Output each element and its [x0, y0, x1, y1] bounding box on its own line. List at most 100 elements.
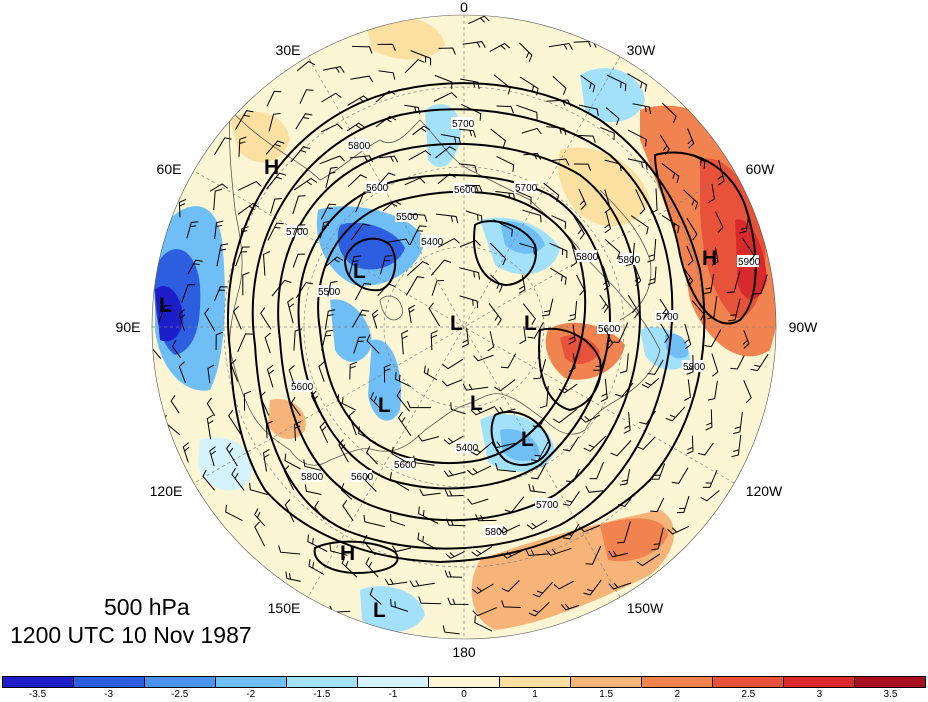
wind-barb: [418, 596, 441, 605]
wind-barb: [665, 406, 686, 422]
low-pressure-center: L: [470, 392, 483, 415]
wind-barb: [702, 470, 718, 488]
wind-barb: [390, 513, 406, 527]
wind-barb: [619, 353, 629, 374]
wind-barb: [533, 358, 547, 380]
wind-barb: [487, 331, 495, 352]
wind-barb: [625, 242, 635, 267]
wind-barb: [445, 551, 465, 559]
wind-barb: [284, 499, 295, 523]
wind-barb: [340, 483, 353, 500]
wind-barb: [470, 406, 496, 416]
colorbar-tick-label: -2: [246, 689, 256, 700]
wind-barb: [496, 105, 514, 114]
wind-barb: [407, 400, 431, 409]
wind-barb: [323, 66, 345, 73]
wind-barb: [611, 322, 629, 343]
wind-barb: [562, 523, 580, 540]
contour-label: 5800: [618, 255, 641, 266]
map-boundary: [151, 14, 777, 640]
wind-barb: [404, 104, 421, 115]
contour-label: 5800: [576, 252, 599, 263]
longitude-labels: 0 30W 60W 90W 120W 150W 180 150E 120E 90…: [116, 0, 819, 660]
wind-barb: [704, 329, 722, 348]
wind-barb: [650, 497, 665, 513]
wind-barb: [742, 237, 755, 262]
wind-barb: [635, 189, 646, 215]
wind-barb: [266, 90, 282, 107]
wind-barb: [532, 581, 553, 598]
longitude-label-60w: 60W: [746, 161, 776, 177]
high-pressure-center: H: [702, 247, 717, 270]
wind-barb: [617, 493, 635, 507]
wind-barb: [488, 303, 502, 326]
wind-barb: [602, 265, 611, 291]
wind-barb: [329, 544, 348, 556]
wind-barb: [408, 304, 416, 324]
wind-barb: [242, 272, 250, 296]
wind-barb: [528, 601, 550, 617]
wind-barb: [573, 216, 585, 240]
wind-barb: [519, 242, 535, 255]
wind-barb: [743, 380, 752, 404]
wind-barb: [641, 377, 660, 389]
wind-barb: [600, 379, 608, 403]
low-pressure-center: L: [378, 394, 391, 417]
contour-label: 5800: [485, 527, 508, 538]
wind-barb: [349, 155, 374, 163]
contour-label: 5600: [454, 185, 477, 196]
wind-barb: [295, 113, 313, 130]
wind-barb: [707, 295, 718, 320]
wind-barb: [342, 499, 354, 522]
wind-barb: [474, 615, 493, 632]
wind-barb: [365, 474, 377, 492]
wind-barb: [378, 70, 396, 80]
wind-barb: [562, 436, 580, 452]
wind-barb: [523, 152, 542, 160]
wind-barb: [599, 294, 609, 313]
wind-barb: [293, 421, 302, 441]
wind-barb: [325, 166, 338, 189]
wind-barb: [460, 78, 480, 90]
longitude-label-90w: 90W: [789, 319, 819, 335]
longitude-label-90e: 90E: [116, 319, 141, 335]
colorbar-tick-label: -3: [104, 689, 114, 700]
wind-barb: [583, 579, 602, 596]
wind-barb: [389, 472, 410, 491]
wind-barb: [437, 173, 456, 185]
wind-barb: [671, 467, 689, 484]
wind-barb: [262, 251, 271, 276]
wind-barb: [348, 410, 357, 436]
wind-barb: [378, 172, 396, 185]
colorbar-tick-label: -2.5: [171, 689, 189, 700]
wind-barb: [235, 110, 254, 130]
wind-barb: [501, 580, 520, 592]
contour-label: 5600: [291, 382, 314, 393]
wind-barb: [391, 545, 412, 553]
wind-barb: [458, 163, 478, 173]
wind-barb: [382, 200, 402, 212]
wind-barb: [604, 328, 613, 350]
wind-barb: [327, 280, 338, 297]
wind-barb: [495, 191, 516, 201]
wind-barb: [430, 330, 438, 351]
wind-barb: [472, 607, 497, 617]
wind-barb: [384, 578, 408, 586]
wind-barb: [683, 189, 699, 210]
wind-barb: [558, 383, 578, 394]
wind-barb: [441, 379, 463, 387]
wind-barb: [292, 195, 306, 215]
colorbar-labels: -3.5 -3 -2.5 -2 -1.5 -1 0 1 1.5 2 2.5 3 3.5: [2, 689, 926, 701]
wind-barb: [585, 485, 604, 493]
wind-barb: [404, 59, 425, 74]
wind-barb: [459, 128, 476, 138]
contour-label: 5600: [598, 324, 621, 335]
wind-barb: [383, 364, 391, 383]
wind-barb: [283, 465, 295, 491]
contour-label-boxes: [285, 117, 759, 537]
wind-barb: [152, 336, 162, 359]
wind-barb: [396, 389, 410, 412]
wind-barb: [467, 465, 492, 476]
colorbar-tick-label: 2: [674, 689, 680, 700]
colorbar-swatch: [784, 677, 855, 687]
